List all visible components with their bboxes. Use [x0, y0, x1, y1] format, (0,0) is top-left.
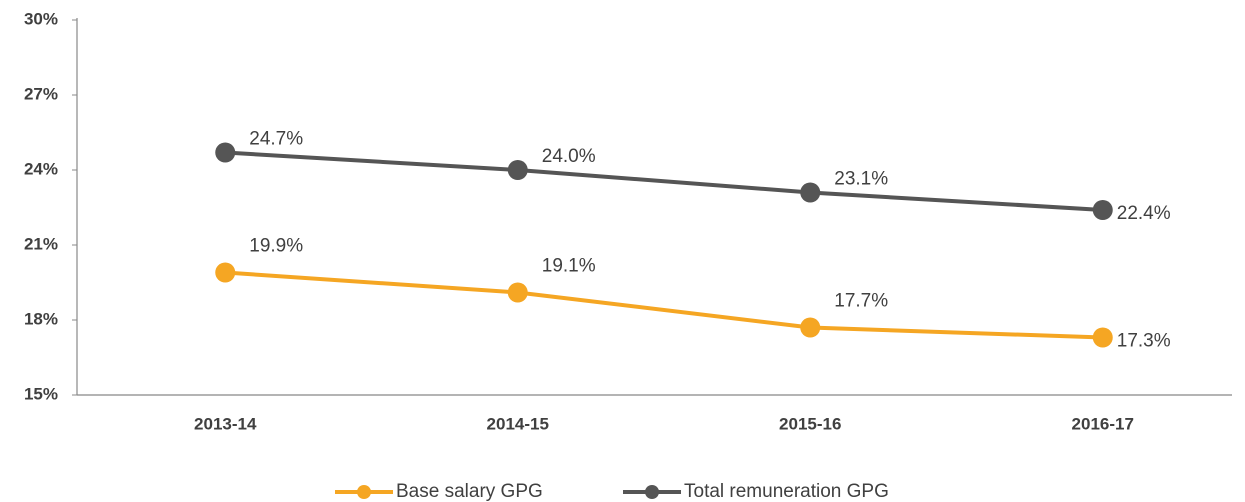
- data-label: 17.3%: [1117, 331, 1171, 352]
- data-label: 17.7%: [834, 291, 888, 312]
- data-label: 24.0%: [542, 146, 596, 167]
- x-tick-label: 2015-16: [779, 414, 841, 433]
- series-line: [225, 150, 1103, 212]
- legend-marker: [645, 485, 659, 499]
- data-point: [507, 160, 528, 180]
- y-tick-label: 24%: [24, 159, 58, 178]
- data-label: 24.7%: [249, 129, 303, 150]
- data-label: 19.9%: [249, 236, 303, 257]
- data-point: [215, 142, 236, 163]
- series-line: [225, 270, 1103, 340]
- data-label: 23.1%: [834, 169, 888, 190]
- y-tick-label: 30%: [24, 9, 58, 28]
- data-label: 22.4%: [1117, 203, 1171, 224]
- data-point: [215, 262, 236, 283]
- x-tick-label: 2013-14: [194, 414, 257, 433]
- y-tick-label: 27%: [24, 84, 58, 103]
- data-point: [800, 182, 821, 203]
- data-label: 19.1%: [542, 256, 596, 277]
- data-point: [800, 317, 821, 338]
- legend-label: Total remuneration GPG: [684, 481, 889, 502]
- x-tick-label: 2014-15: [487, 414, 549, 433]
- legend-label: Base salary GPG: [396, 481, 543, 502]
- x-tick-label: 2016-17: [1072, 414, 1134, 433]
- legend-marker: [357, 485, 371, 499]
- y-tick-label: 21%: [24, 234, 58, 253]
- data-point: [1092, 200, 1113, 220]
- data-point: [1092, 327, 1113, 348]
- y-tick-label: 18%: [24, 309, 58, 328]
- data-point: [507, 282, 528, 303]
- y-tick-label: 15%: [24, 384, 58, 403]
